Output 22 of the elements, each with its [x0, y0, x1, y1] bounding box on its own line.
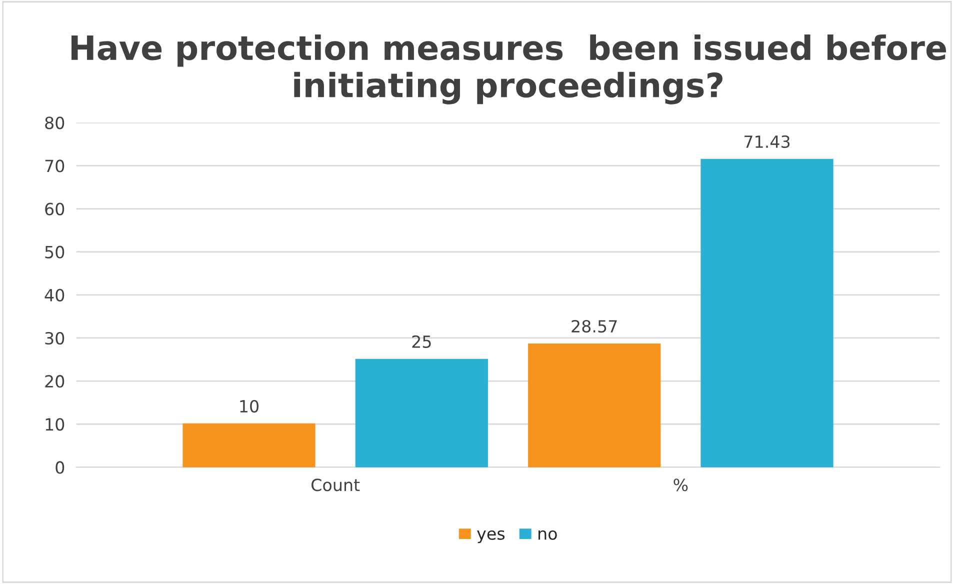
y-tick-label: 20 [45, 375, 64, 388]
y-tick-label: 30 [45, 332, 64, 345]
data-label: 28.57 [572, 320, 617, 333]
legend-label: yes [477, 530, 505, 544]
bar [528, 343, 661, 468]
bar [182, 423, 316, 468]
y-tick-label: 40 [44, 288, 64, 302]
y-tick-label: 0 [56, 461, 64, 474]
y-tick-label: 70 [45, 160, 64, 172]
data-label: 25 [412, 335, 431, 348]
legend-label: no [538, 530, 557, 540]
bar [700, 158, 834, 468]
x-tick-label: Count [312, 478, 360, 492]
data-label: 10 [240, 400, 258, 413]
y-tick-label: 10 [46, 418, 64, 431]
data-label: 71.43 [744, 135, 790, 148]
x-tick-label: % [674, 478, 688, 492]
chart-title: Have protection measures been issued before initiating proceedings? [71, 34, 946, 104]
y-tick-label: 80 [45, 116, 64, 130]
y-tick-label: 60 [45, 202, 64, 216]
bar [355, 358, 488, 468]
y-tick-label: 50 [45, 246, 64, 258]
